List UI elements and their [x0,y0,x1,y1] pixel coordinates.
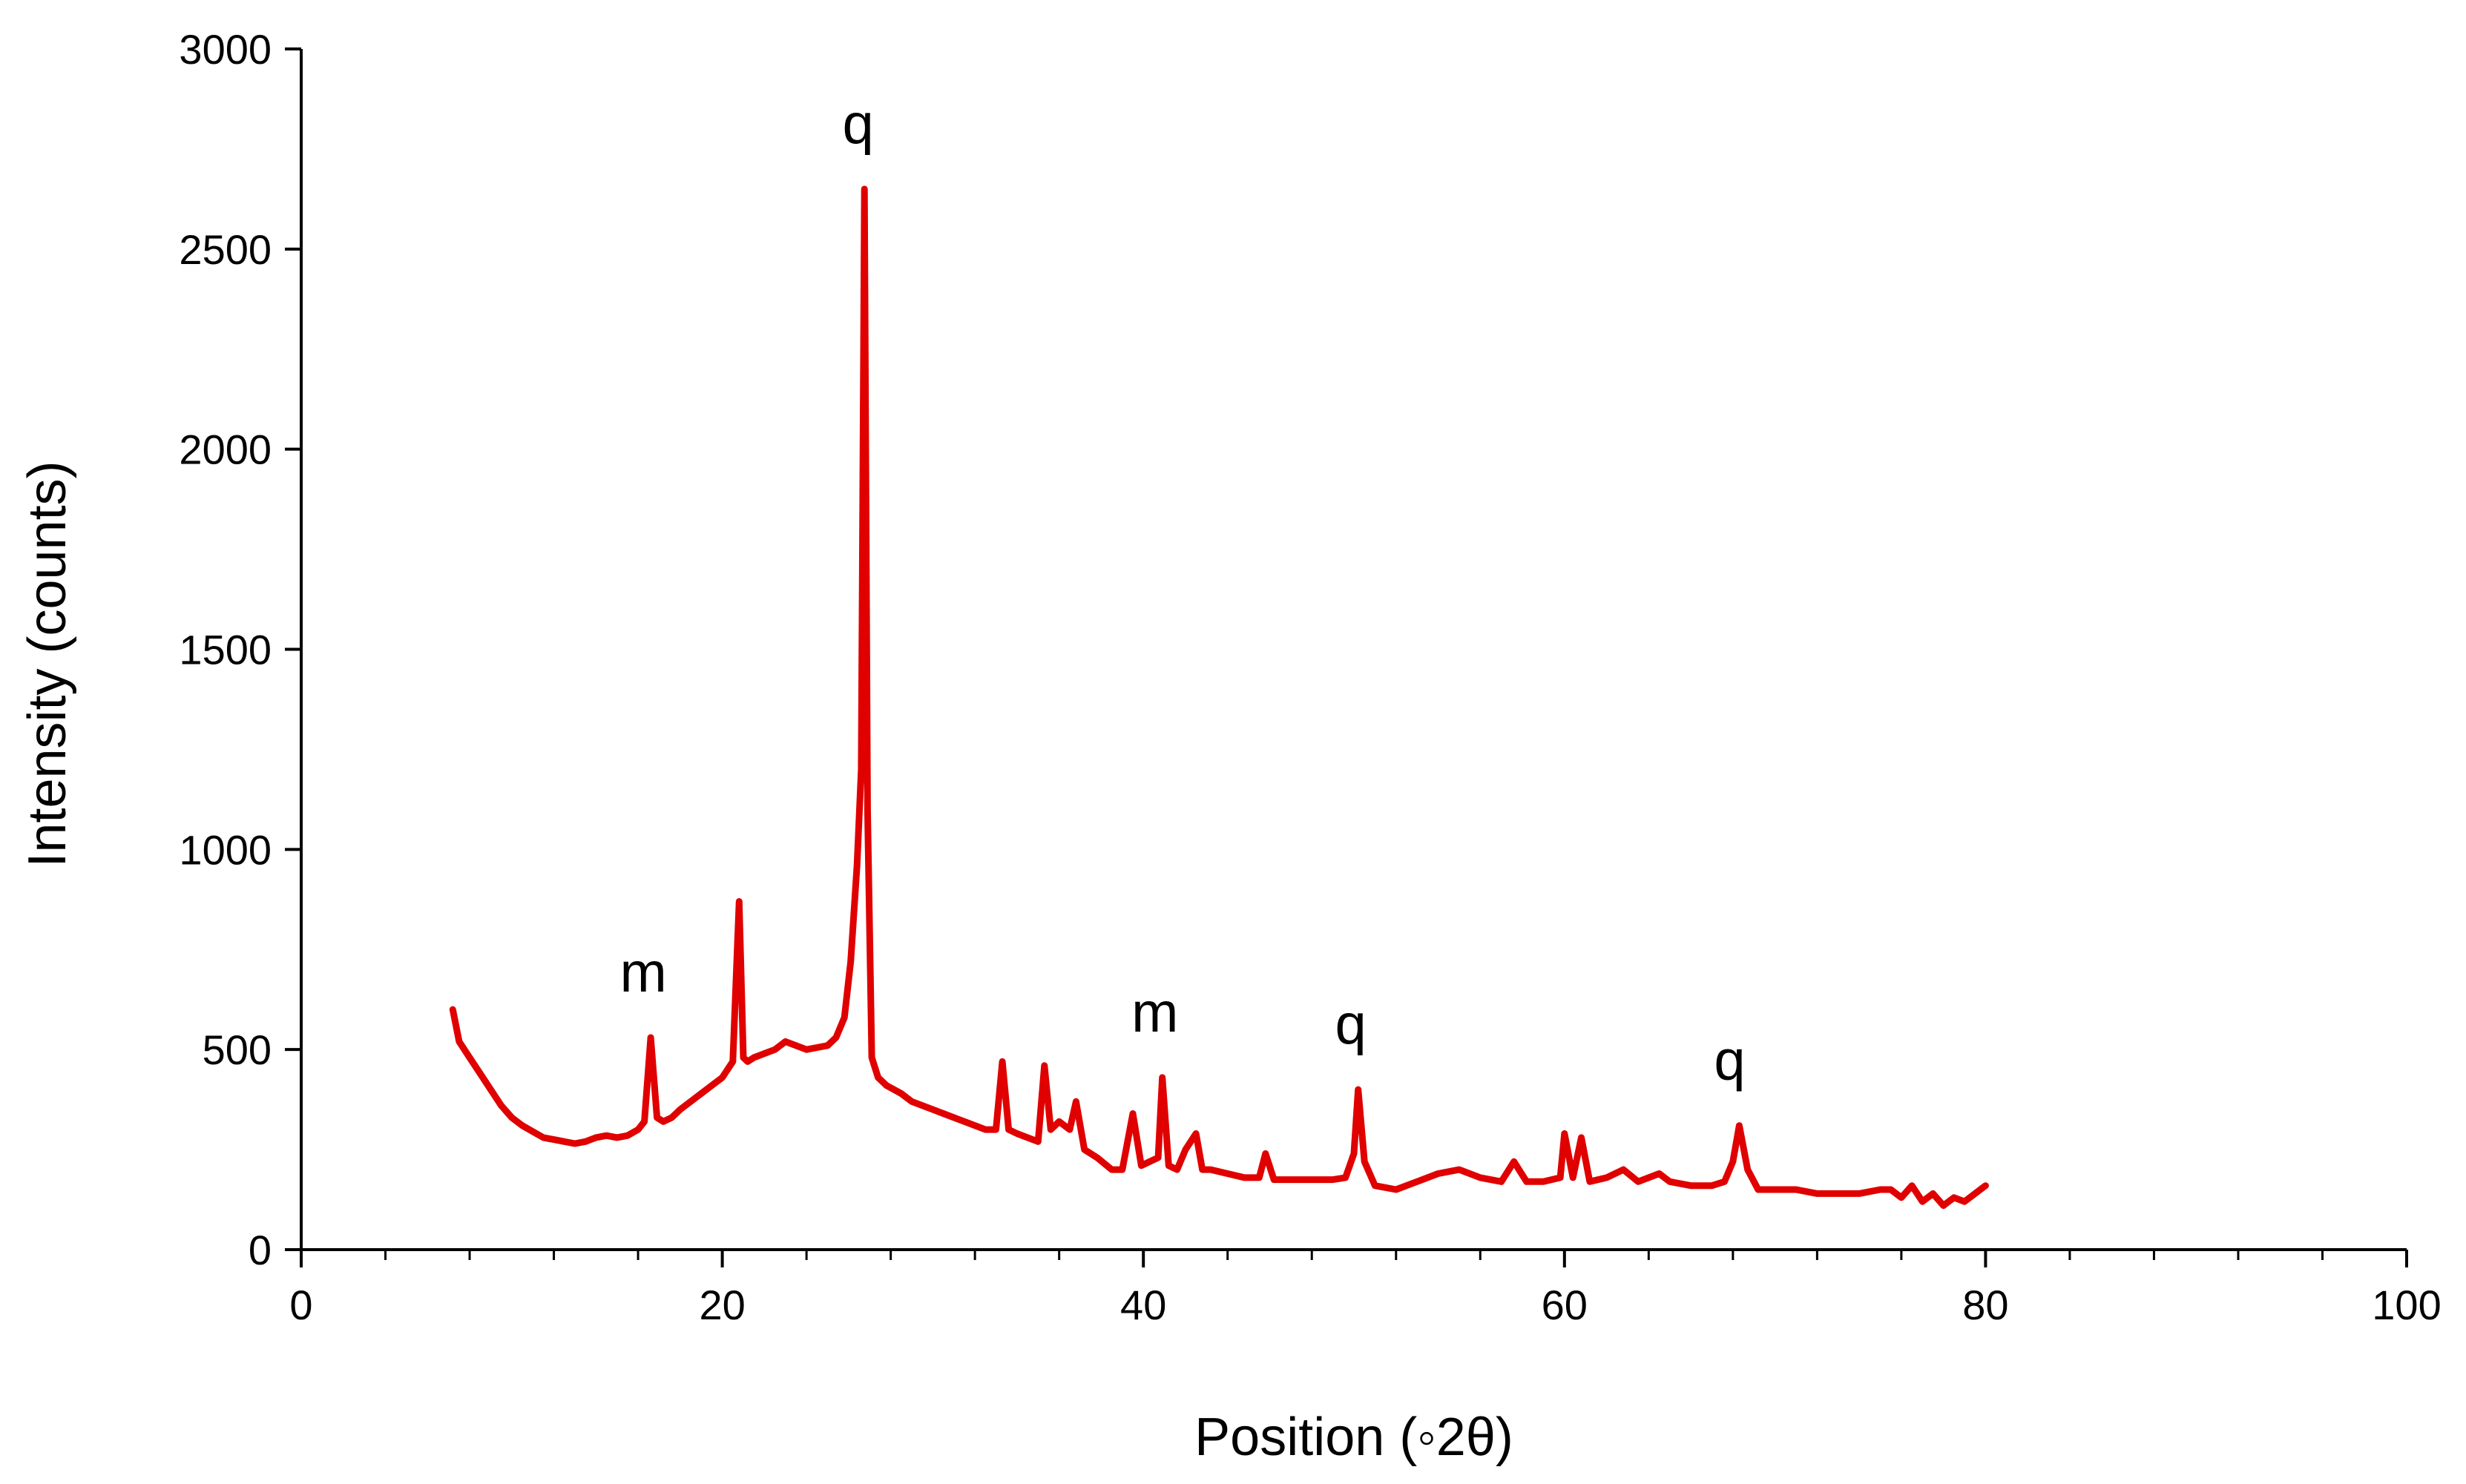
series-line [449,185,1989,1210]
peak-annotations: m q m q q [619,93,1745,1092]
axes [300,49,2407,1251]
x-tick-label: 20 [699,1282,745,1328]
x-tick-label: 60 [1542,1282,1588,1328]
x-tick-label: 100 [2372,1282,2441,1328]
x-tick-label: 80 [1962,1282,2008,1328]
x-tick-label: 0 [289,1282,312,1328]
peak-label: m [1131,981,1178,1044]
plot-line-group [449,185,1989,1210]
y-ticks: 0 500 1000 1500 2000 2500 3000 [179,26,301,1273]
x-tick-label: 40 [1120,1282,1166,1328]
peak-label: q [1335,993,1367,1056]
x-axis-title: Position (◦2θ) [1194,1408,1513,1467]
y-tick-label: 3000 [179,26,272,73]
y-tick-label: 500 [203,1026,272,1073]
y-tick-label: 1000 [179,826,272,873]
y-axis-title: Intensity (counts) [18,461,77,867]
peak-label: m [619,941,666,1004]
peak-label: q [842,93,873,156]
y-tick-label: 0 [249,1227,272,1273]
peak-label: q [1714,1029,1745,1092]
y-tick-label: 2000 [179,426,272,473]
x-ticks: 0 20 40 60 80 100 [289,1250,2442,1328]
y-tick-label: 1500 [179,627,272,673]
y-tick-label: 2500 [179,226,272,273]
